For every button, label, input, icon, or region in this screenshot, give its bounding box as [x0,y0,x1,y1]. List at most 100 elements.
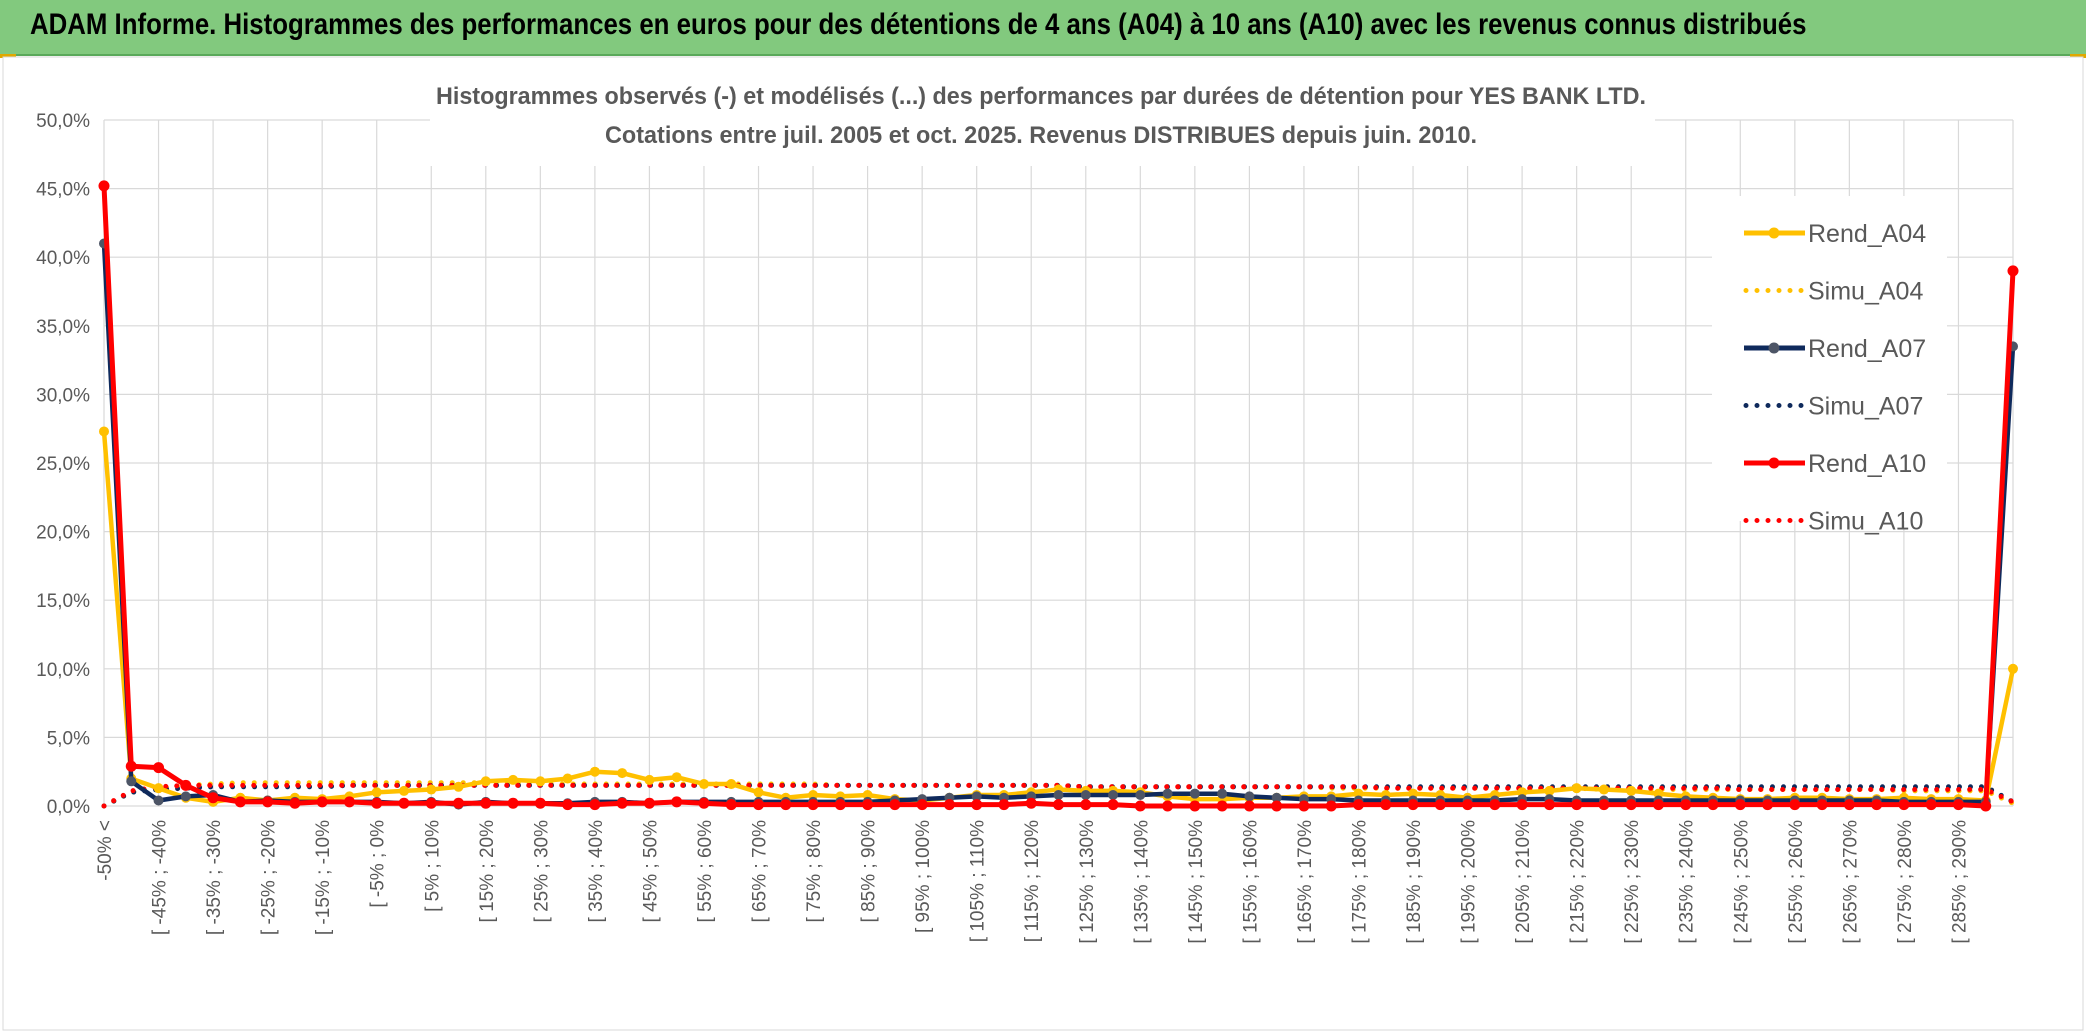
y-tick-label: 50,0% [36,111,90,132]
data-point [99,426,109,437]
data-point [725,799,737,811]
data-point [1135,790,1146,801]
x-tick-label: [ 155% ; 160% [1240,820,1261,944]
x-tick-label: [ 15% ; 20% [477,820,498,923]
data-point [1462,799,1474,811]
data-point [371,787,382,798]
data-point [1189,800,1201,812]
data-point [617,768,628,779]
data-point [262,796,274,808]
legend-marker [1768,457,1780,469]
data-point [1871,799,1883,811]
data-point [1108,790,1119,801]
legend-marker [1768,342,1780,354]
data-point [1216,800,1228,812]
data-point [1571,799,1583,811]
x-tick-label: [ 245% ; 250% [1731,820,1752,944]
data-point [753,787,764,798]
data-point [1189,788,1200,799]
x-tick-label: [ 135% ; 140% [1131,820,1152,944]
header-banner: ADAM Informe. Histogrammes des performan… [0,0,2086,56]
x-tick-label: [ 215% ; 220% [1568,820,1589,944]
data-point [1407,799,1419,811]
corner-mark-right [2070,54,2086,58]
corner-mark-left [0,54,16,58]
data-point [371,797,383,809]
y-tick-label: 25,0% [36,454,90,475]
x-tick-label: [ -35% ; -30% [204,820,225,935]
data-point [1762,799,1774,811]
data-point [1952,799,1964,811]
data-point [834,799,846,811]
data-point [562,799,574,811]
data-point [1653,788,1664,799]
data-point [1626,785,1637,796]
data-point [153,783,164,794]
legend-label: Rend_A10 [1808,450,1926,478]
data-point [98,180,110,192]
data-point [1734,799,1746,811]
data-point [1544,785,1555,796]
y-tick-label: 0,0% [47,797,90,818]
data-point [453,797,465,809]
x-tick-label: -50% < [95,820,116,881]
data-point [1353,788,1364,799]
data-point [1298,800,1310,812]
x-tick-label: [ 85% ; 90% [859,820,880,923]
data-point [1271,800,1283,812]
data-point [398,797,410,809]
data-point [753,799,765,811]
x-tick-label: [ 65% ; 70% [750,820,771,923]
series-Rend_A10 [98,180,2019,812]
y-tick-label: 5,0% [47,728,90,749]
y-tick-label: 10,0% [36,660,90,681]
x-tick-label: [ 175% ; 180% [1349,820,1370,944]
data-point [1325,800,1337,812]
x-tick-label: [ 205% ; 210% [1513,820,1534,944]
x-tick-label: [ 235% ; 240% [1677,820,1698,944]
legend-label: Simu_A10 [1808,508,1923,536]
data-point [2007,265,2019,277]
x-tick-label: [ 125% ; 130% [1077,820,1098,944]
x-tick-label: [ 225% ; 230% [1622,820,1643,944]
data-point [808,790,819,801]
data-point [671,796,683,808]
x-tick-label: [ 25% ; 30% [531,820,552,923]
y-tick-label: 40,0% [36,248,90,269]
x-tick-label: [ 145% ; 150% [1186,820,1207,944]
y-axis: 0,0% 5,0% 10,0% 15,0% 20,0% 25,0% 30,0% 35,0% 40… [36,111,90,818]
x-tick-label: [ 115% ; 120% [1022,820,1043,942]
data-point [1625,799,1637,811]
data-point [1244,791,1255,802]
data-point [1408,788,1419,799]
data-point [943,799,955,811]
x-tick-label: [ 255% ; 260% [1786,820,1807,944]
data-point [480,776,491,787]
x-tick-label: [ 35% ; 40% [586,820,607,923]
data-point [425,797,437,809]
data-point [398,785,409,796]
data-point [589,799,601,811]
data-point [671,772,682,783]
legend-item-Simu_A04: Simu_A04 [1743,278,1923,306]
data-point [1680,799,1692,811]
x-tick-label: [ 75% ; 80% [804,820,825,923]
x-tick-label: [ 105% ; 110% [968,820,989,942]
data-point [207,792,219,804]
data-point [1434,799,1446,811]
data-point [1707,799,1719,811]
data-point [589,766,600,777]
series-layer [98,180,2019,812]
data-point [726,779,737,790]
x-tick-label: [ -5% ; 0% [368,820,389,908]
data-point [343,796,355,808]
x-tick-label: [ -25% ; -20% [259,820,280,935]
data-point [1134,800,1146,812]
data-point [1898,799,1910,811]
data-point [1380,799,1392,811]
x-tick-label: [ -45% ; -40% [150,820,171,935]
data-point [1162,788,1173,799]
data-point [1598,784,1609,795]
data-point [289,797,301,809]
data-point [1162,800,1174,812]
